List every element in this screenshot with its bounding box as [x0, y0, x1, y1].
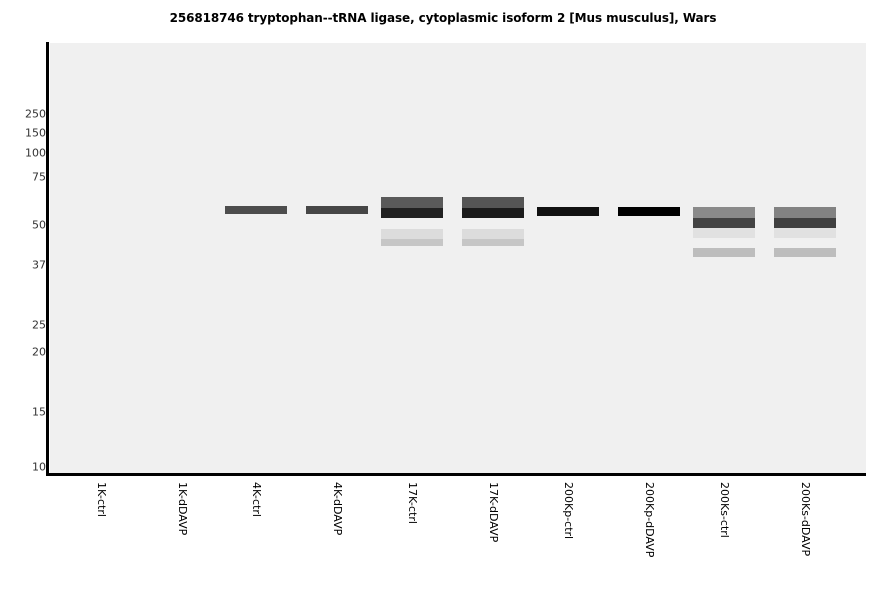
gel-band-200ks-ddavp-39kda [774, 248, 836, 257]
x-tick-label-200kp-ctrl: 200Kp-ctrl [562, 482, 575, 540]
chart-title: 256818746 tryptophan--tRNA ligase, cytop… [169, 11, 717, 25]
gel-band-200ks-ddavp-51kda [774, 218, 836, 228]
gel-band-17k-ddavp-44kda [462, 229, 524, 239]
y-tick-label-150: 150 [25, 126, 46, 140]
gel-band-17k-ctrl-60kda [381, 197, 443, 208]
gel-band-4k-ctrl-54kda [225, 206, 287, 214]
y-tick-label-15: 15 [32, 405, 46, 419]
x-axis-line [46, 473, 866, 476]
x-tick-label-200ks-ctrl: 200Ks-ctrl [718, 482, 731, 538]
y-tick-label-75: 75 [32, 170, 46, 184]
gel-band-200ks-ctrl-45kda [693, 228, 755, 238]
gel-band-17k-ctrl-44kda [381, 229, 443, 239]
y-tick-label-100: 100 [25, 146, 46, 160]
y-tick-label-25: 25 [32, 318, 46, 332]
gel-band-17k-ctrl-41kda [381, 239, 443, 246]
gel-band-200ks-ddavp-58kda [774, 207, 836, 218]
x-tick-label-4k-ddavp: 4K-dDAVP [331, 482, 344, 536]
y-axis-tick-labels: 250 150 100 75 50 37 25 20 15 10 [0, 0, 46, 595]
x-tick-label-200ks-ddavp: 200Ks-dDAVP [799, 482, 812, 557]
gel-band-200kp-ddavp-54kda [618, 207, 680, 216]
gel-band-200kp-ctrl-54kda [537, 207, 599, 216]
y-axis-line [46, 42, 49, 476]
x-tick-label-17k-ctrl: 17K-ctrl [406, 482, 419, 524]
gel-band-17k-ddavp-41kda [462, 239, 524, 246]
gel-band-200ks-ctrl-51kda [693, 218, 755, 228]
y-tick-label-20: 20 [32, 345, 46, 359]
y-tick-label-10: 10 [32, 460, 46, 474]
x-tick-label-1k-ddavp: 1K-dDAVP [176, 482, 189, 536]
plot-area [50, 43, 866, 474]
y-tick-label-37: 37 [32, 258, 46, 272]
gel-band-17k-ddavp-53kda [462, 208, 524, 218]
x-tick-label-17k-ddavp: 17K-dDAVP [487, 482, 500, 543]
y-tick-label-250: 250 [25, 107, 46, 121]
gel-band-200ks-ddavp-45kda [774, 228, 836, 238]
gel-band-200ks-ctrl-39kda [693, 248, 755, 257]
x-tick-label-200kp-ddavp: 200Kp-dDAVP [643, 482, 656, 558]
gel-band-17k-ctrl-53kda [381, 208, 443, 218]
x-tick-label-4k-ctrl: 4K-ctrl [250, 482, 263, 517]
x-tick-label-1k-ctrl: 1K-ctrl [95, 482, 108, 517]
y-tick-label-50: 50 [32, 218, 46, 232]
gel-band-17k-ddavp-60kda [462, 197, 524, 208]
gel-band-200ks-ctrl-58kda [693, 207, 755, 218]
gel-band-4k-ddavp-54kda [306, 206, 368, 214]
